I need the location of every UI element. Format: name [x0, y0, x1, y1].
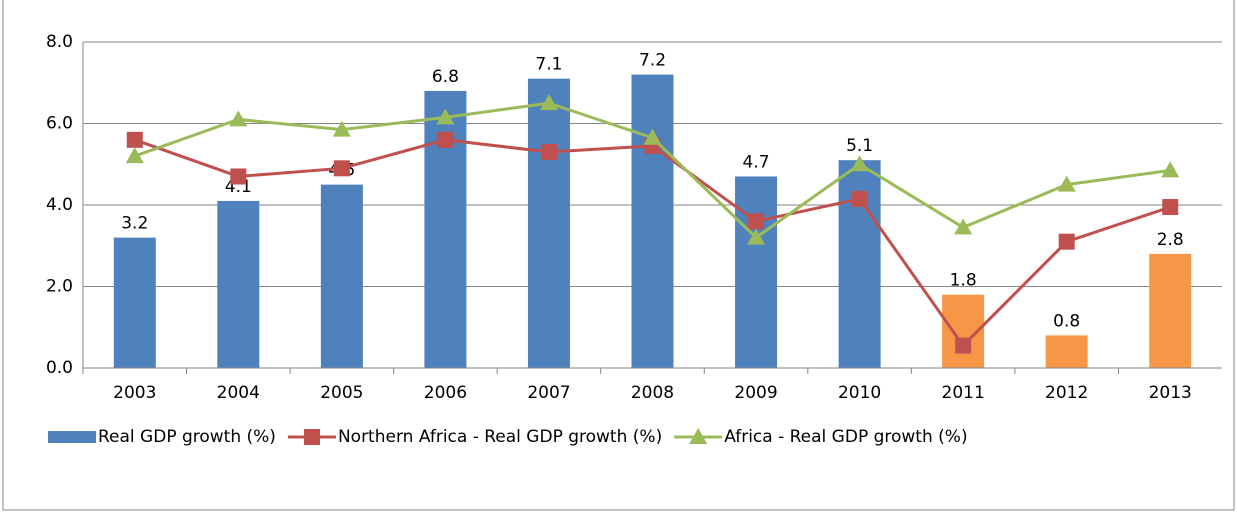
legend-swatch: [48, 431, 96, 443]
marker: [229, 110, 248, 127]
x-tick-label: 2010: [838, 383, 881, 403]
bar: [320, 184, 363, 368]
x-tick-label: 2009: [734, 383, 777, 403]
marker: [689, 428, 708, 444]
y-tick-label: 2.0: [46, 277, 73, 297]
bar: [1149, 253, 1192, 368]
marker: [851, 190, 868, 207]
data-label: 3.2: [121, 214, 148, 234]
marker: [1162, 199, 1179, 216]
legend-label: Northern Africa - Real GDP growth (%): [338, 427, 662, 447]
y-tick-label: 6.0: [46, 114, 73, 134]
marker: [747, 228, 766, 245]
x-tick-label: 2008: [631, 383, 674, 403]
bar: [527, 78, 570, 369]
marker: [748, 213, 765, 230]
bar: [113, 237, 156, 368]
bar: [735, 176, 778, 368]
data-label: 0.8: [1053, 311, 1080, 331]
marker: [540, 144, 557, 161]
data-label: 7.1: [535, 55, 562, 75]
x-tick-label: 2012: [1045, 383, 1088, 403]
bar: [217, 200, 260, 368]
x-tick-label: 2007: [527, 383, 570, 403]
data-label: 6.8: [432, 67, 459, 87]
x-tick-label: 2005: [320, 383, 363, 403]
marker: [850, 155, 869, 172]
y-tick-label: 0.0: [46, 358, 73, 378]
y-tick-label: 4.0: [46, 195, 73, 215]
data-label: 1.8: [950, 271, 977, 291]
marker: [125, 147, 144, 164]
x-tick-label: 2013: [1149, 383, 1192, 403]
marker: [332, 120, 351, 137]
marker: [539, 94, 558, 111]
chart-border: [2, 0, 1235, 511]
marker: [1058, 233, 1075, 250]
marker: [1057, 175, 1076, 192]
x-tick-label: 2011: [942, 383, 985, 403]
legend-label: Real GDP growth (%): [98, 427, 276, 447]
data-label: 2.8: [1157, 230, 1184, 250]
marker: [954, 218, 973, 235]
x-tick-label: 2004: [217, 383, 260, 403]
marker: [437, 131, 454, 148]
marker: [436, 108, 455, 125]
data-label: 5.1: [846, 136, 873, 156]
legend-label: Africa - Real GDP growth (%): [724, 427, 967, 447]
data-label: 4.7: [743, 152, 770, 172]
marker: [1161, 161, 1180, 178]
y-tick-label: 8.0: [46, 32, 73, 52]
x-tick-label: 2003: [113, 383, 156, 403]
marker: [126, 131, 143, 148]
marker: [230, 168, 247, 185]
data-label: 7.2: [639, 51, 666, 71]
marker: [643, 128, 662, 145]
marker: [303, 429, 320, 445]
marker: [955, 337, 972, 354]
bar: [631, 74, 674, 368]
x-tick-label: 2006: [424, 383, 467, 403]
bar: [1045, 335, 1088, 368]
marker: [333, 160, 350, 177]
